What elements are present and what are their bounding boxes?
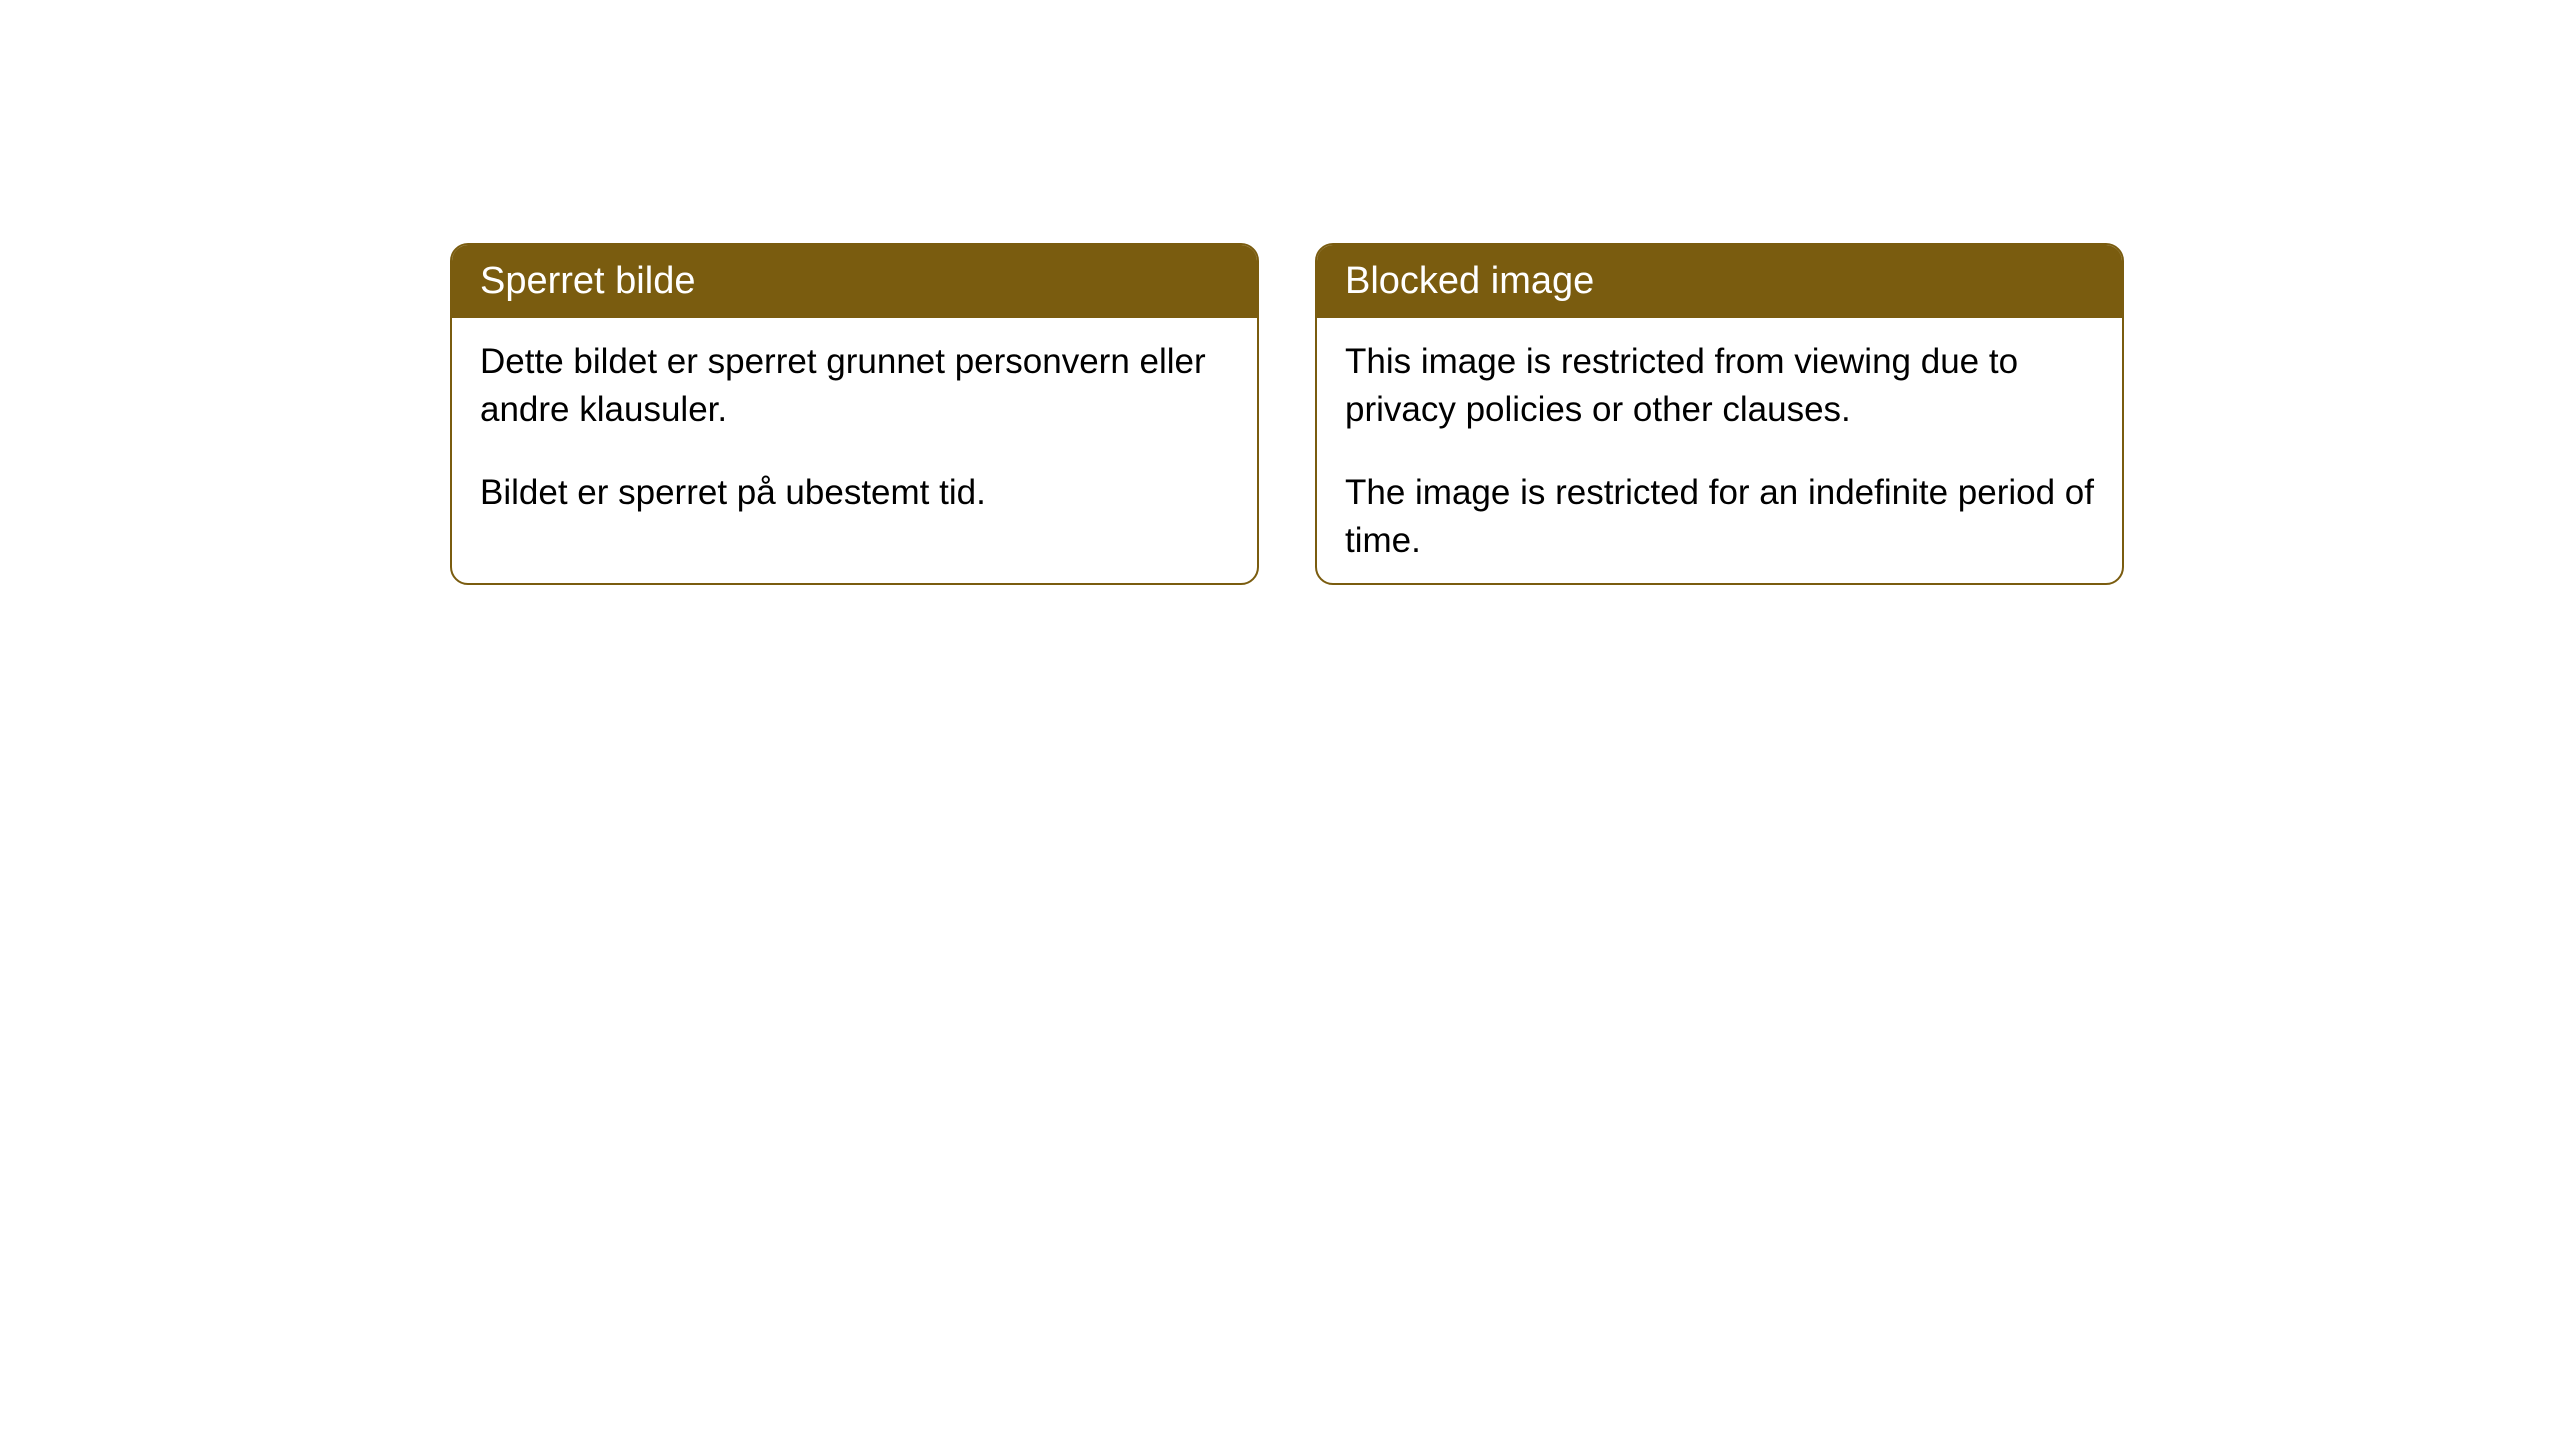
notice-card-header: Sperret bilde — [452, 245, 1257, 318]
notice-paragraph: This image is restricted from viewing du… — [1345, 338, 2094, 435]
notice-card-body: This image is restricted from viewing du… — [1317, 318, 2122, 585]
notice-card-norwegian: Sperret bilde Dette bildet er sperret gr… — [450, 243, 1259, 585]
notice-paragraph: Bildet er sperret på ubestemt tid. — [480, 469, 1229, 517]
notice-card-header: Blocked image — [1317, 245, 2122, 318]
notice-card-english: Blocked image This image is restricted f… — [1315, 243, 2124, 585]
notice-paragraph: Dette bildet er sperret grunnet personve… — [480, 338, 1229, 435]
notice-paragraph: The image is restricted for an indefinit… — [1345, 469, 2094, 566]
notice-card-container: Sperret bilde Dette bildet er sperret gr… — [450, 243, 2124, 585]
notice-card-body: Dette bildet er sperret grunnet personve… — [452, 318, 1257, 555]
